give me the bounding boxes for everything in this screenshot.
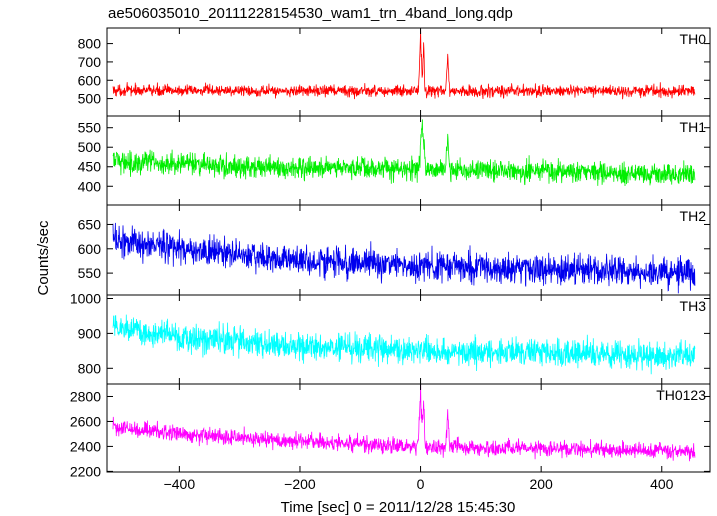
panels-group: 500 600 700 800 TH0 400 450 500 550 TH1 550 600 650 T…: [70, 27, 711, 479]
series-line-th2: [112, 222, 696, 294]
panel-th0123: 2200 2400 2600 2800 TH0123: [70, 383, 711, 479]
y-tick-label: 700: [78, 54, 102, 70]
series-line-th3: [112, 314, 696, 375]
panel-label-th0123: TH0123: [656, 387, 706, 403]
x-tick-label: −200: [284, 476, 316, 492]
y-tick-label: 450: [78, 159, 102, 175]
y-tick-label: 2400: [70, 438, 101, 454]
series-line-th0: [112, 29, 696, 100]
panel-label-th0: TH0: [680, 31, 707, 47]
panel-th0: 500 600 700 800 TH0: [78, 27, 711, 117]
panel-label-th2: TH2: [680, 208, 707, 224]
panel-th2: 550 600 650 TH2: [78, 204, 711, 296]
y-tick-label: 500: [78, 139, 102, 155]
y-tick-label: 2800: [70, 388, 101, 404]
y-tick-label: 400: [78, 178, 102, 194]
panel-th3: 800 900 1000 TH3: [70, 290, 711, 385]
y-tick-label: 2600: [70, 413, 101, 429]
panel-frame: [106, 383, 711, 473]
panel-label-th1: TH1: [680, 119, 707, 135]
y-axis-label: Counts/sec: [35, 220, 52, 296]
y-tick-label: 800: [78, 36, 102, 52]
y-tick-label: 550: [78, 120, 102, 136]
x-tick-label: −400: [164, 476, 196, 492]
panel-frame: [106, 27, 711, 117]
y-tick-label: 900: [78, 325, 102, 341]
y-tick-label: 600: [78, 72, 102, 88]
y-tick-label: 800: [78, 360, 102, 376]
series-line-th0123: [112, 384, 696, 462]
x-tick-label: 400: [650, 476, 674, 492]
panel-label-th3: TH3: [680, 298, 707, 314]
x-tick-label: 200: [529, 476, 553, 492]
x-tick-label: 0: [417, 476, 425, 492]
figure-title: ae506035010_20111228154530_wam1_trn_4ban…: [108, 5, 513, 22]
panel-th1: 400 450 500 550 TH1: [78, 115, 711, 206]
y-tick-label: 2200: [70, 463, 101, 479]
x-axis: −400 −200 0 200 400: [164, 476, 674, 492]
y-tick-label: 600: [78, 241, 102, 257]
series-line-th1: [112, 119, 696, 187]
x-axis-label: Time [sec] 0 = 2011/12/28 15:45:30: [281, 499, 516, 516]
y-tick-label: 1000: [70, 290, 101, 306]
y-tick-label: 550: [78, 265, 102, 281]
y-tick-label: 500: [78, 91, 102, 107]
y-tick-label: 650: [78, 216, 102, 232]
